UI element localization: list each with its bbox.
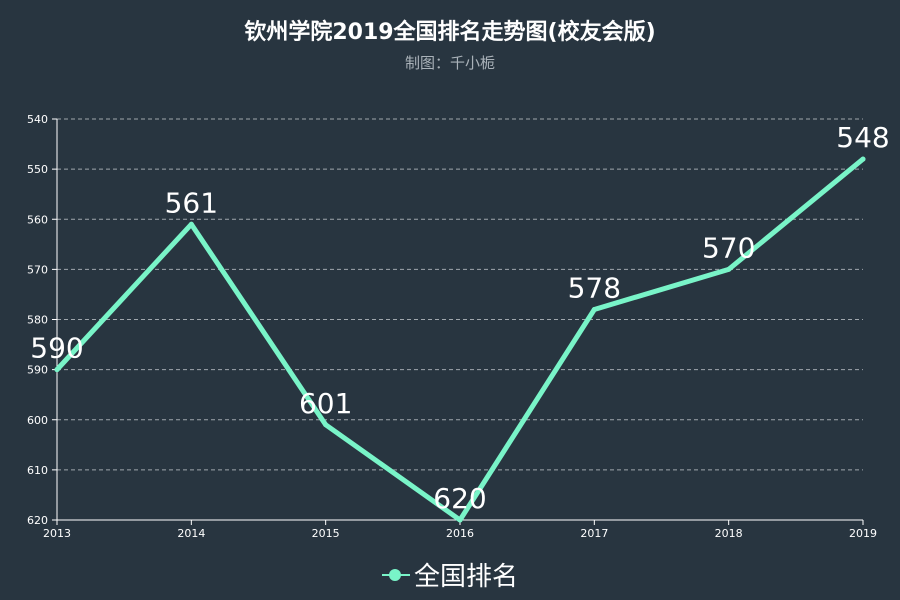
x-tick-label: 2013 bbox=[43, 527, 71, 540]
y-tick-label: 610 bbox=[27, 464, 48, 477]
x-tick-label: 2014 bbox=[177, 527, 205, 540]
y-tick-label: 570 bbox=[27, 263, 48, 276]
x-tick-label: 2019 bbox=[849, 527, 877, 540]
data-point bbox=[726, 266, 732, 272]
data-point bbox=[54, 367, 60, 373]
data-point bbox=[591, 306, 597, 312]
data-label: 590 bbox=[30, 332, 83, 365]
data-point bbox=[188, 221, 194, 227]
data-label: 548 bbox=[836, 121, 889, 154]
legend-label: 全国排名 bbox=[413, 562, 518, 592]
x-tick-label: 2017 bbox=[580, 527, 608, 540]
data-label: 578 bbox=[568, 271, 621, 304]
x-tick-label: 2015 bbox=[312, 527, 340, 540]
y-tick-label: 590 bbox=[27, 364, 48, 377]
legend-marker-icon bbox=[381, 568, 410, 582]
y-tick-label: 600 bbox=[27, 414, 48, 427]
chart-title: 钦州学院2019全国排名走势图(校友会版) bbox=[244, 20, 656, 45]
y-tick-label: 550 bbox=[27, 163, 48, 176]
y-tick-label: 580 bbox=[27, 314, 48, 327]
y-tick-label: 620 bbox=[27, 514, 48, 527]
chart-subtitle: 制图：千小栀 bbox=[404, 54, 495, 72]
x-tick-label: 2018 bbox=[715, 527, 743, 540]
data-label: 570 bbox=[702, 231, 755, 264]
data-point bbox=[323, 422, 329, 428]
y-tick-label: 540 bbox=[27, 113, 48, 126]
x-tick-label: 2016 bbox=[446, 527, 474, 540]
data-label: 601 bbox=[299, 387, 352, 420]
y-tick-label: 560 bbox=[27, 213, 48, 226]
data-label: 620 bbox=[433, 482, 486, 515]
data-point bbox=[457, 517, 463, 523]
data-label: 561 bbox=[165, 186, 218, 219]
legend[interactable]: 全国排名 bbox=[0, 556, 900, 593]
data-point bbox=[860, 156, 866, 162]
